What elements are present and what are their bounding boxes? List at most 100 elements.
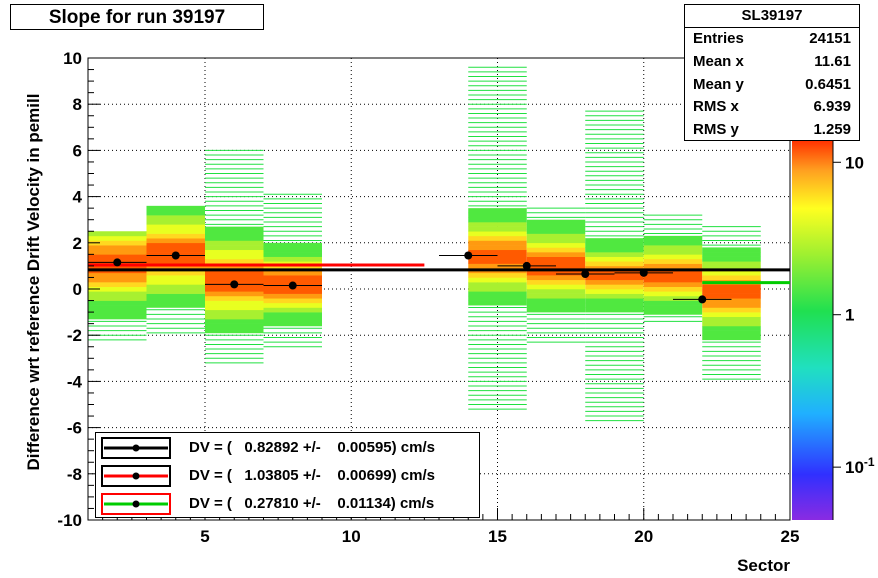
profile-point: [171, 251, 180, 260]
y-tick-label: -8: [67, 465, 82, 484]
heatmap-cell: [468, 222, 527, 227]
heatmap-cell: [205, 300, 264, 306]
heatmap-cell: [526, 238, 586, 244]
heatmap-cell: [468, 249, 527, 255]
colorbar-labels: 10 1 10-1: [832, 140, 875, 520]
y-tick-label: -2: [67, 326, 82, 345]
heatmap-cell: [205, 240, 264, 246]
heatmap-cell: [146, 302, 205, 308]
heatmap-cell: [526, 228, 586, 234]
heatmap-cell: [88, 305, 147, 311]
heatmap-cell: [146, 238, 205, 244]
heatmap-cell: [468, 282, 527, 287]
x-axis-title: Sector: [737, 556, 790, 575]
heatmap-cell: [526, 242, 586, 248]
y-tick-label: 4: [73, 188, 83, 207]
colorbar-label: 10-1: [845, 455, 875, 477]
heatmap-cell: [643, 277, 703, 283]
heatmap-cell: [643, 282, 703, 287]
heatmap-cell: [526, 289, 586, 294]
fit-lines: [88, 263, 790, 285]
heatmap-cell: [88, 282, 147, 287]
y-tick-label: -4: [67, 372, 83, 391]
heatmap-cell: [526, 252, 586, 257]
heatmap-cell: [468, 226, 527, 232]
x-tick-label: 10: [342, 527, 361, 546]
heatmap-cell: [205, 286, 264, 292]
heatmap-cell: [585, 307, 644, 313]
heatmap-cell: [88, 286, 147, 292]
stats-row-rms-y: RMS y 1.259: [693, 121, 851, 139]
heatmap-cell: [263, 298, 322, 304]
heatmap-cell: [585, 256, 644, 262]
heatmap-cell: [643, 309, 703, 315]
legend-marker: [101, 437, 171, 459]
heatmap-cell: [205, 235, 264, 241]
x-tick-label: 20: [634, 527, 653, 546]
heatmap-cell: [702, 312, 761, 318]
profile-point: [581, 269, 590, 278]
heatmap-cell: [146, 219, 205, 225]
heatmap-cell: [702, 307, 761, 313]
heatmap-cell: [585, 242, 644, 248]
heatmap-cell: [468, 235, 527, 241]
profile-point: [230, 280, 239, 289]
colorbar: [792, 140, 833, 520]
heatmap-cell: [643, 291, 703, 297]
heatmap-cell: [205, 249, 264, 255]
heatmap-cell: [526, 270, 586, 276]
heatmap-cell: [205, 305, 264, 311]
heatmap-cell: [468, 217, 527, 223]
heatmap-cell: [146, 215, 205, 220]
heatmap-cell: [702, 321, 761, 327]
heatmap-cell: [205, 277, 264, 283]
profile-points: [88, 251, 732, 304]
heatmap-cell: [585, 279, 644, 285]
heatmap-cell: [88, 240, 147, 246]
heatmap-cell: [468, 208, 527, 214]
heatmap-cell: [88, 249, 147, 255]
heatmap-cell: [702, 302, 761, 308]
heatmap-cell: [526, 219, 586, 225]
heatmap-cell: [585, 302, 644, 308]
heatmap-cell: [205, 295, 264, 301]
heatmap-cell: [263, 321, 322, 327]
heatmap-cell: [585, 261, 644, 267]
heatmap-cell: [88, 272, 147, 278]
heatmap-cell: [205, 258, 264, 264]
heatmap-cell: [702, 335, 761, 341]
colorbar-label: 1: [845, 306, 854, 325]
heatmap-cell: [88, 254, 147, 260]
y-axis-title: Difference wrt reference Drift Velocity …: [24, 94, 43, 471]
heatmap-cell: [205, 323, 264, 329]
heatmap-cell: [643, 272, 703, 278]
y-tick-label: 2: [73, 234, 82, 253]
heatmap-cell: [205, 328, 264, 334]
heatmap-cell: [205, 291, 264, 297]
heatmap-cell: [146, 293, 205, 299]
stats-row-rms-x: RMS x 6.939: [693, 98, 851, 116]
heatmap-cell: [702, 275, 761, 281]
heatmap-cell: [263, 316, 322, 322]
heatmap-cell: [702, 270, 761, 276]
heatmap-cell: [146, 224, 205, 230]
heatmap-cell: [468, 212, 527, 218]
heatmap-cell: [526, 275, 586, 281]
heatmap-cell: [146, 242, 205, 248]
heatmap-cell: [468, 231, 527, 237]
heatmap-cell: [526, 233, 586, 239]
heatmap-cell: [88, 314, 147, 320]
heatmap-cell: [702, 330, 761, 336]
profile-point: [639, 268, 648, 277]
heatmap-cell: [263, 312, 322, 318]
heatmap-cell: [263, 307, 322, 313]
heatmap-cell: [146, 228, 205, 234]
legend-marker: [101, 465, 171, 487]
heatmap-cell: [585, 293, 644, 299]
heatmap-cell: [526, 307, 586, 313]
heatmap-cell: [702, 256, 761, 262]
heatmap-cell: [526, 261, 586, 267]
heatmap-cell: [88, 235, 147, 241]
stats-name: SL39197: [685, 5, 859, 28]
